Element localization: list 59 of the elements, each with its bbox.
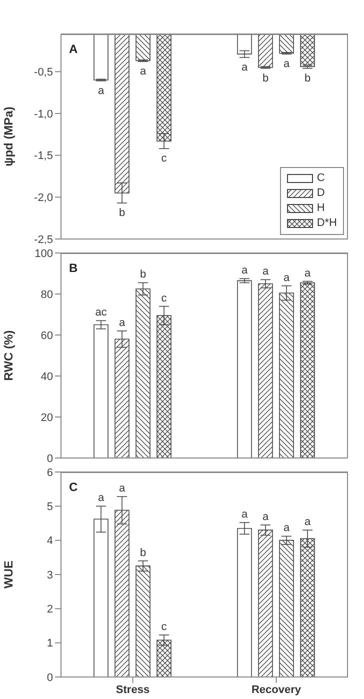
data-label: b	[304, 72, 311, 84]
x-tick-label: Stress	[116, 684, 150, 696]
data-label: a	[283, 522, 290, 534]
data-label: a	[241, 61, 248, 74]
y-tick-label: 4	[46, 535, 53, 548]
data-label: b	[262, 72, 269, 84]
bar	[279, 540, 294, 677]
bar	[300, 282, 315, 458]
legend-label: C	[316, 171, 325, 186]
data-label: ac	[95, 306, 108, 319]
y-tick-label: 0	[46, 672, 53, 684]
legend-label: D*H	[316, 216, 337, 231]
data-label: a	[262, 510, 270, 523]
data-label: b	[118, 207, 126, 220]
y-tick-label: -2,0	[34, 192, 53, 204]
data-label: b	[140, 546, 146, 559]
legend-label: D	[316, 186, 325, 201]
data-label: c	[161, 292, 168, 304]
data-label: a	[98, 492, 105, 504]
y-tick-label: 6	[46, 466, 53, 479]
data-label: b	[140, 268, 146, 281]
bar	[258, 283, 273, 458]
y-tick-label: -0,5	[34, 66, 53, 79]
x-tick-label: Recovery	[251, 684, 302, 696]
legend-label: H	[316, 201, 325, 216]
data-label: a	[304, 516, 312, 528]
y-tick-label: -2,5	[34, 234, 53, 246]
y-tick-label: 0	[46, 452, 53, 465]
y-tick-label: 40	[40, 370, 53, 383]
y-axis-title: WUE	[1, 560, 16, 588]
y-tick-label: 100	[34, 248, 53, 260]
data-label: c	[161, 620, 168, 633]
bar	[237, 280, 252, 458]
data-label: a	[283, 272, 290, 284]
y-tick-label: -1,0	[34, 108, 53, 120]
y-tick-label: 60	[40, 330, 53, 342]
data-label: a	[241, 508, 248, 521]
y-tick-label: 20	[40, 412, 53, 424]
data-label: a	[304, 267, 312, 280]
data-label: a	[262, 266, 270, 278]
data-label: a	[140, 66, 147, 78]
y-tick-label: 2	[46, 604, 53, 616]
annotation: A	[69, 42, 78, 56]
data-label: a	[241, 264, 248, 277]
data-label: a	[118, 316, 126, 329]
y-axis-title: RWC (%)	[1, 330, 16, 381]
annotation: C	[69, 480, 78, 494]
y-tick-label: 3	[46, 569, 53, 582]
data-label: a	[283, 58, 290, 70]
y-tick-label: 80	[40, 288, 53, 301]
annotation: B	[69, 261, 78, 275]
bar	[94, 324, 108, 458]
data-label: a	[98, 84, 105, 97]
y-tick-label: 5	[46, 501, 53, 514]
data-label: a	[118, 482, 126, 495]
y-axis-title: ψpd (MPa)	[1, 106, 16, 166]
data-label: c	[161, 152, 168, 165]
y-tick-label: -1,5	[34, 150, 53, 162]
y-tick-label: 1	[46, 638, 53, 650]
